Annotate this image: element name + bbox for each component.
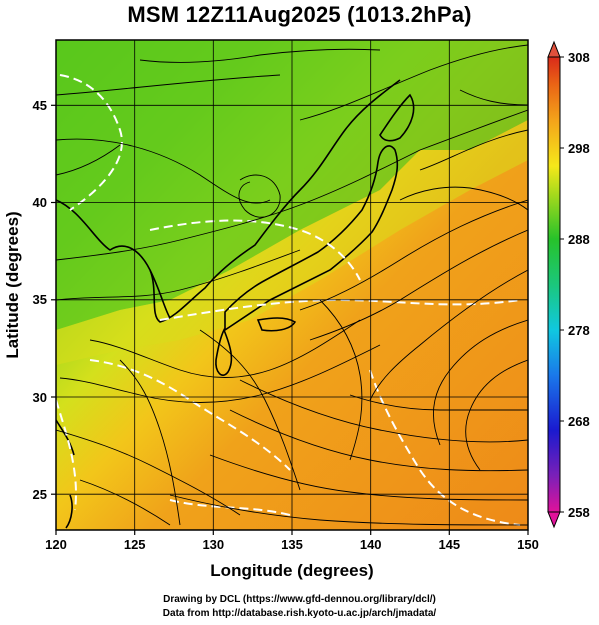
plot-area <box>56 40 528 530</box>
x-tick-labels: 120 125 130 135 140 145 150 <box>45 537 539 552</box>
x-tick-label: 120 <box>45 537 67 552</box>
y-tick-label: 35 <box>33 292 47 307</box>
colorbar-label: 308 <box>568 50 590 65</box>
isotherm-contours <box>56 74 521 526</box>
credit-line-drawing: Drawing by DCL (https://www.gfd-dennou.o… <box>163 594 436 605</box>
colorbar-label: 278 <box>568 323 590 338</box>
x-axis-title: Longitude (degrees) <box>210 561 373 580</box>
colorbar-top-arrow <box>547 40 561 58</box>
colorbar-scale <box>547 56 561 513</box>
credit-line-data: Data from http://database.rish.kyoto-u.a… <box>162 608 437 619</box>
x-tick-label: 125 <box>124 537 146 552</box>
y-tick-label: 40 <box>33 195 47 210</box>
x-tick-label: 145 <box>438 537 460 552</box>
colorbar-bottom-arrow <box>547 511 561 529</box>
colorbar-label: 258 <box>568 505 590 520</box>
map-title: MSM 12Z11Aug2025 (1013.2hPa) <box>127 2 472 27</box>
x-tick-label: 150 <box>517 537 539 552</box>
coastlines <box>56 79 415 529</box>
y-axis-title: Latitude (degrees) <box>3 211 22 358</box>
streamlines <box>56 44 528 526</box>
x-tick-label: 130 <box>202 537 224 552</box>
credits: Drawing by DCL (https://www.gfd-dennou.o… <box>0 593 599 621</box>
colorbar-label: 288 <box>568 232 590 247</box>
x-tick-label: 135 <box>281 537 303 552</box>
y-tick-labels: 45 40 35 30 25 <box>33 98 47 502</box>
colorbar-label: 298 <box>568 141 590 156</box>
colorbar: 308 298 288 278 268 258 <box>547 40 590 529</box>
y-tick-label: 30 <box>33 390 47 405</box>
x-tick-label: 140 <box>360 537 382 552</box>
y-tick-label: 25 <box>33 487 47 502</box>
axis-ticks <box>51 104 529 535</box>
colorbar-label: 268 <box>568 414 590 429</box>
y-tick-label: 45 <box>33 98 47 113</box>
graticule <box>56 40 528 530</box>
